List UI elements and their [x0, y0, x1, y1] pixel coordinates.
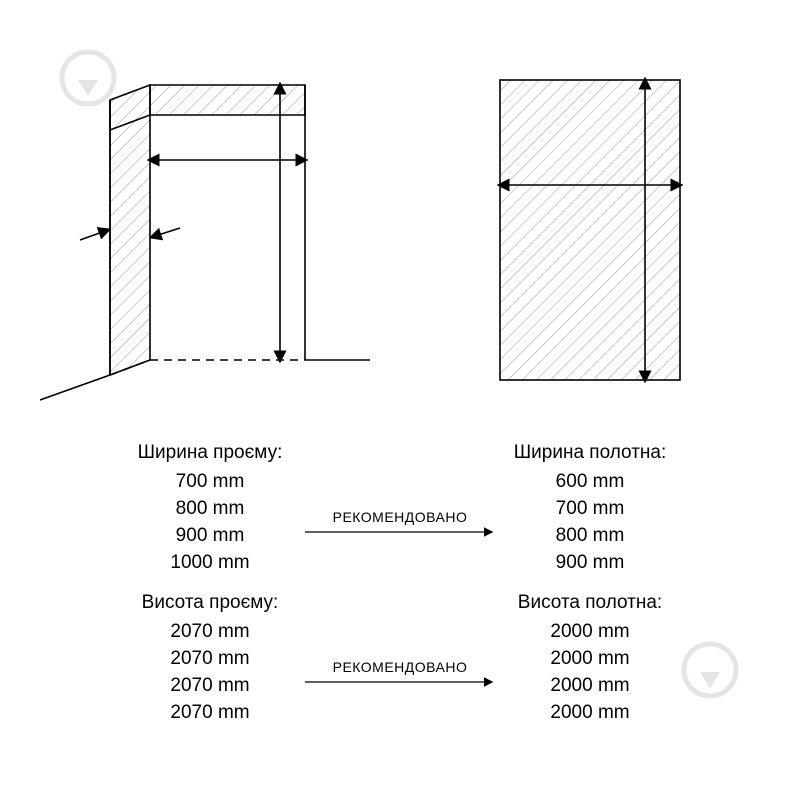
left-width-3: 1000 mm — [170, 553, 249, 572]
right-height-0: 2000 mm — [550, 622, 629, 641]
right-width-1: 700 mm — [556, 499, 625, 518]
recommend-label-2: РЕКОМЕНДОВАНО — [333, 660, 468, 674]
right-height-title: Висота полотна: — [518, 593, 662, 612]
right-width-0: 600 mm — [556, 472, 625, 491]
left-height-title: Висота проєму: — [142, 593, 279, 612]
right-height-1: 2000 mm — [550, 649, 629, 668]
recommend-label-1: РЕКОМЕНДОВАНО — [333, 510, 468, 524]
watermark-icon — [680, 640, 740, 700]
opening-drawing — [40, 60, 370, 410]
left-height-0: 2070 mm — [170, 622, 249, 641]
left-width-title: Ширина проєму: — [138, 443, 283, 462]
right-height-2: 2000 mm — [550, 676, 629, 695]
left-width-1: 800 mm — [176, 499, 245, 518]
right-width-3: 900 mm — [556, 553, 625, 572]
recommend-arrow-2 — [305, 677, 495, 687]
leaf-drawing — [450, 70, 750, 400]
left-width-2: 900 mm — [176, 526, 245, 545]
right-height-3: 2000 mm — [550, 703, 629, 722]
diagram-root: Ширина проєму: 700 mm 800 mm 900 mm 1000… — [0, 0, 799, 799]
left-height-3: 2070 mm — [170, 703, 249, 722]
right-width-title: Ширина полотна: — [514, 443, 666, 462]
left-height-2: 2070 mm — [170, 676, 249, 695]
recommend-arrow-1 — [305, 527, 495, 537]
left-width-0: 700 mm — [176, 472, 245, 491]
left-height-1: 2070 mm — [170, 649, 249, 668]
right-width-2: 800 mm — [556, 526, 625, 545]
